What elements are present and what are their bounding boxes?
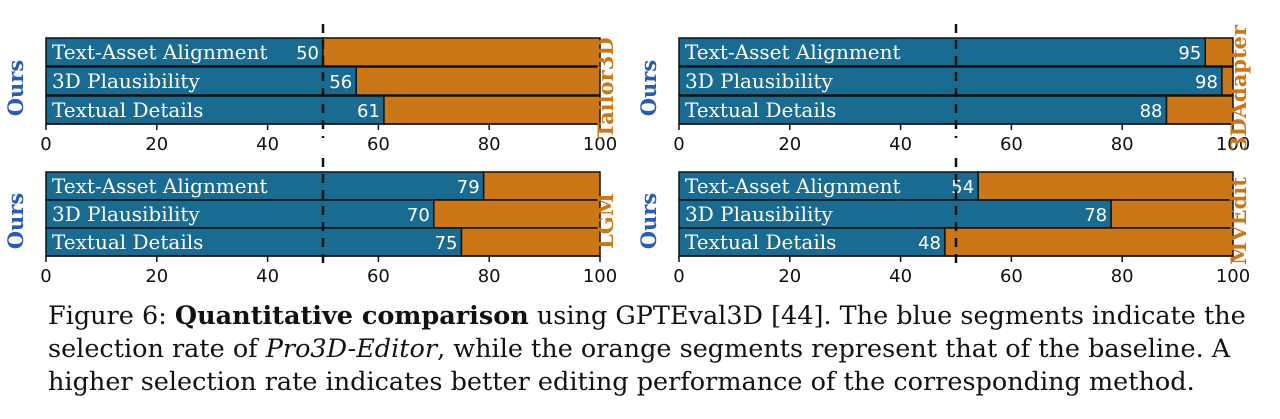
bar-baseline (433, 199, 601, 229)
bar-value-label: 98 (1195, 72, 1218, 93)
bar-ours (678, 95, 1168, 125)
x-tick-label: 0 (673, 266, 684, 287)
bar-baseline (355, 66, 601, 96)
bar-ours (45, 171, 485, 201)
bar-category-label: 3D Plausibility (685, 202, 833, 226)
bar-category-label: 3D Plausibility (52, 69, 200, 93)
x-tick-label: 60 (1000, 134, 1023, 155)
bar-category-label: Textual Details (685, 230, 836, 254)
right-label-baseline: LGM (593, 193, 618, 249)
x-tick-label: 20 (145, 266, 168, 287)
bar-baseline (460, 227, 601, 257)
caption-italic: Pro3D-Editor (265, 334, 438, 364)
bar-category-label: Text-Asset Alignment (685, 40, 901, 64)
caption-part1: using GPTEval3D [44]. The blue segments … (48, 301, 1246, 364)
bar-ours (678, 171, 979, 201)
bar-value-label: 88 (1140, 101, 1163, 122)
bar-category-label: Textual Details (52, 98, 203, 122)
bar-value-label: 48 (918, 233, 941, 254)
x-tick-label: 40 (256, 134, 279, 155)
x-tick-label: 100 (1216, 266, 1250, 287)
left-label-ours: Ours (636, 193, 661, 249)
x-tick-label: 80 (478, 266, 501, 287)
bar-baseline (1110, 199, 1234, 229)
bar-category-label: 3D Plausibility (685, 69, 833, 93)
bar-category-label: Text-Asset Alignment (52, 40, 268, 64)
right-label-baseline: MVEdit (1226, 177, 1251, 265)
bar-ours (45, 37, 324, 67)
bar-value-label: 61 (357, 101, 380, 122)
x-tick-label: 40 (256, 266, 279, 287)
left-label-ours: Ours (3, 193, 28, 249)
x-tick-label: 0 (40, 266, 51, 287)
bar-ours (678, 37, 1207, 67)
bar-baseline (1165, 95, 1234, 125)
left-label-ours: Ours (3, 60, 28, 116)
x-tick-label: 40 (889, 134, 912, 155)
bar-ours (45, 66, 357, 96)
bar-baseline (1221, 66, 1234, 96)
chart-panel-4: Text-Asset Alignment 54 3D Plausibility 78 T… (636, 158, 1251, 287)
bar-value-label: 56 (329, 72, 352, 93)
bar-value-label: 50 (296, 43, 319, 64)
x-tick-label: 100 (583, 134, 617, 155)
chart-panel-3: Text-Asset Alignment 79 3D Plausibility 70 T… (3, 158, 618, 287)
bar-ours (45, 227, 463, 257)
bar-baseline (322, 37, 601, 67)
x-tick-label: 40 (889, 266, 912, 287)
x-tick-label: 100 (583, 266, 617, 287)
chart-panel-2: Text-Asset Alignment 95 3D Plausibility 98 T… (636, 24, 1251, 155)
caption-prefix: Figure 6: (48, 301, 175, 331)
x-tick-label: 80 (478, 134, 501, 155)
bar-baseline (977, 171, 1234, 201)
bar-value-label: 95 (1178, 43, 1201, 64)
x-tick-label: 80 (1111, 134, 1134, 155)
bar-value-label: 78 (1084, 205, 1107, 226)
bar-value-label: 70 (407, 205, 430, 226)
bar-baseline (383, 95, 601, 125)
x-tick-label: 60 (1000, 266, 1023, 287)
bar-baseline (482, 171, 601, 201)
caption-part2: , while the orange segments represent th… (48, 334, 1231, 397)
bar-category-label: Textual Details (685, 98, 836, 122)
chart-panel-1: Text-Asset Alignment 50 3D Plausibility 56 T… (3, 24, 618, 155)
bar-value-label: 75 (435, 233, 458, 254)
bar-value-label: 79 (457, 177, 480, 198)
bar-baseline (1204, 37, 1234, 67)
bar-ours (678, 66, 1223, 96)
x-tick-label: 0 (40, 134, 51, 155)
x-tick-label: 0 (673, 134, 684, 155)
bar-category-label: Text-Asset Alignment (685, 174, 901, 198)
right-label-baseline: Tailor3D (593, 37, 618, 138)
chart-figure: Text-Asset Alignment 50 3D Plausibility 56 T… (3, 24, 1251, 287)
bar-baseline (944, 227, 1234, 257)
x-tick-label: 20 (145, 134, 168, 155)
x-tick-label: 60 (367, 134, 390, 155)
bar-value-label: 54 (951, 177, 974, 198)
x-tick-label: 100 (1216, 134, 1250, 155)
x-tick-label: 20 (778, 266, 801, 287)
x-tick-label: 60 (367, 266, 390, 287)
left-label-ours: Ours (636, 60, 661, 116)
bar-category-label: Textual Details (52, 230, 203, 254)
bar-category-label: 3D Plausibility (52, 202, 200, 226)
x-tick-label: 20 (778, 134, 801, 155)
caption-bold: Quantitative comparison (174, 301, 529, 331)
figure-caption: Figure 6: Quantitative comparison using … (48, 300, 1273, 399)
right-label-baseline: 3DAdapter (1226, 24, 1251, 151)
bar-ours (45, 199, 435, 229)
bar-category-label: Text-Asset Alignment (52, 174, 268, 198)
x-tick-label: 80 (1111, 266, 1134, 287)
